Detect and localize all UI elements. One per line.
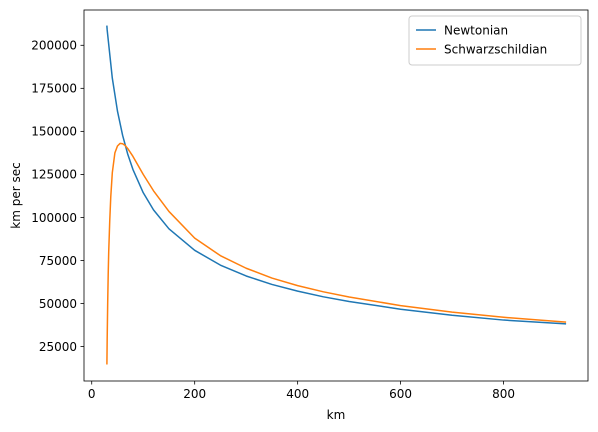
- plot-area: [83, 9, 589, 382]
- y-tick-label: 150000: [31, 125, 77, 139]
- legend-label-newtonian: Newtonian: [444, 23, 508, 37]
- y-tick-label: 200000: [31, 39, 77, 53]
- series-line-schwarzschildian: [106, 142, 567, 365]
- y-tick-label: 175000: [31, 82, 77, 96]
- x-tick-label: 400: [286, 387, 309, 401]
- legend-label-schwarzschildian: Schwarzschildian: [444, 42, 547, 56]
- axes-frame: [83, 9, 589, 382]
- x-axis-label: km: [327, 408, 346, 422]
- y-axis-label: km per sec: [9, 162, 23, 228]
- series-line-newtonian: [106, 25, 567, 325]
- x-tick-label: 800: [492, 387, 515, 401]
- y-tick-label: 100000: [31, 211, 77, 225]
- x-tick-label: 200: [183, 387, 206, 401]
- y-tick-label: 75000: [39, 254, 77, 268]
- y-tick-label: 25000: [39, 340, 77, 354]
- y-tick-label: 125000: [31, 168, 77, 182]
- legend-box: [408, 15, 582, 66]
- axis-ticks: 0 200 400 600 800 25000 50000 75000 100000 125000…: [31, 39, 515, 401]
- x-tick-label: 0: [88, 387, 96, 401]
- x-tick-label: 600: [389, 387, 412, 401]
- y-tick-label: 50000: [39, 297, 77, 311]
- legend: Newtonian Schwarzschildian: [408, 15, 582, 66]
